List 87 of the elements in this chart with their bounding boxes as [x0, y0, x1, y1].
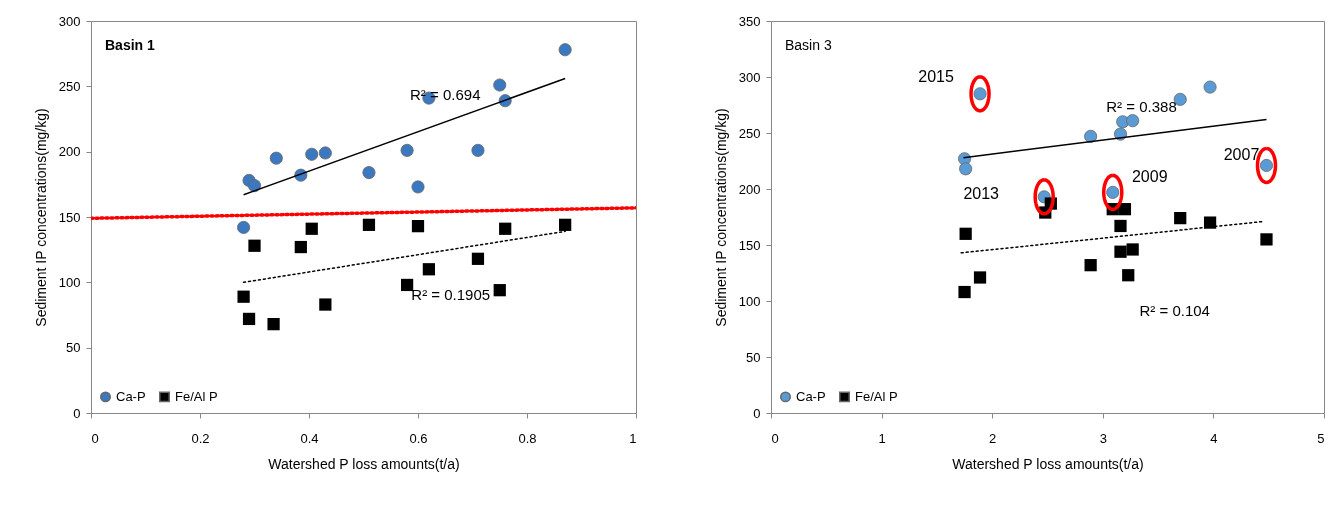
y-tick-label: 150 [58, 209, 81, 225]
point [267, 318, 280, 331]
x-tick-label: 4 [1210, 430, 1218, 446]
point [1114, 245, 1127, 258]
x-tick-label: 0.6 [409, 430, 428, 446]
y-tick-label: 350 [738, 13, 761, 29]
point [471, 252, 485, 265]
y-tick-label: 200 [738, 181, 761, 197]
point [958, 285, 971, 299]
point [237, 220, 251, 234]
point [1126, 114, 1140, 128]
text: Basin 3 [785, 37, 832, 53]
point [1114, 219, 1127, 233]
point [1084, 129, 1098, 143]
x-tick-label: 0.4 [300, 430, 319, 446]
y-tick-label: 100 [738, 293, 761, 309]
point [305, 222, 318, 235]
point [319, 298, 332, 311]
point [269, 151, 283, 165]
point [1126, 243, 1139, 256]
x-tick-label: 0.2 [191, 430, 210, 446]
point [400, 143, 414, 157]
text: Basin 1 [105, 37, 156, 53]
point [471, 143, 485, 157]
point [1118, 203, 1132, 216]
y-tick-label: 300 [738, 69, 761, 85]
y-tick-label: 200 [58, 144, 81, 160]
point [362, 218, 376, 231]
point [493, 284, 506, 297]
legend-label: Ca-P [796, 388, 826, 404]
point [1122, 269, 1135, 282]
annotation: R² = 0.1905 [411, 286, 491, 304]
x-tick-label: 5 [1317, 430, 1325, 446]
x-tick-label: 0 [91, 430, 99, 446]
point [959, 227, 972, 240]
annotation: 2013 [963, 184, 1000, 202]
annotation: 2007 [1223, 146, 1260, 164]
point [294, 240, 307, 254]
y-tick-label: 250 [738, 125, 761, 141]
y-tick-label: 250 [58, 78, 81, 94]
point [1084, 259, 1097, 272]
x-tick-label: 2 [989, 430, 997, 446]
point [559, 218, 572, 231]
point [558, 43, 572, 57]
point [959, 162, 973, 176]
x-tick-label: 3 [1099, 430, 1107, 446]
y-tick-label: 0 [753, 405, 761, 421]
annotation: R² = 0.104 [1139, 302, 1210, 320]
point [1260, 233, 1273, 246]
y-tick-label: 50 [746, 349, 761, 365]
point [973, 271, 987, 284]
point [422, 263, 436, 276]
y-tick-label: 0 [73, 405, 81, 421]
point [1203, 216, 1217, 229]
y-axis-title: Sediment IP concentrations(mg/kg) [712, 108, 729, 327]
legend-label: Fe/Al P [175, 388, 218, 404]
point [411, 180, 425, 194]
point [1174, 212, 1187, 225]
annotation: 2015 [918, 67, 954, 85]
point [305, 147, 319, 161]
x-tick-label: 0.8 [518, 430, 537, 446]
point [247, 179, 262, 193]
legend-label: Ca-P [116, 388, 146, 404]
point [400, 278, 414, 292]
point [237, 290, 250, 303]
y-tick-label: 100 [58, 274, 81, 290]
x-axis-title: Watershed P loss amounts(t/a) [952, 455, 1144, 472]
point [499, 222, 512, 235]
point [248, 239, 261, 252]
x-tick-label: 0 [771, 430, 779, 446]
point [318, 146, 332, 160]
annotation: 2009 [1131, 168, 1168, 186]
y-axis-title: Sediment IP concentrations(mg/kg) [32, 108, 49, 327]
legend-label: Fe/Al P [855, 388, 898, 404]
point [493, 78, 507, 92]
annotation: R² = 0.388 [1106, 98, 1177, 116]
y-tick-label: 150 [738, 237, 761, 253]
point [362, 166, 376, 180]
annotation: R² = 0.694 [410, 86, 481, 104]
y-tick-label: 300 [58, 13, 81, 29]
point [411, 220, 425, 233]
y-tick-label: 50 [66, 340, 81, 356]
x-axis-title: Watershed P loss amounts(t/a) [268, 455, 460, 472]
point [242, 312, 256, 326]
x-tick-label: 1 [878, 430, 886, 446]
point [1203, 80, 1217, 94]
x-tick-label: 1 [629, 430, 637, 446]
